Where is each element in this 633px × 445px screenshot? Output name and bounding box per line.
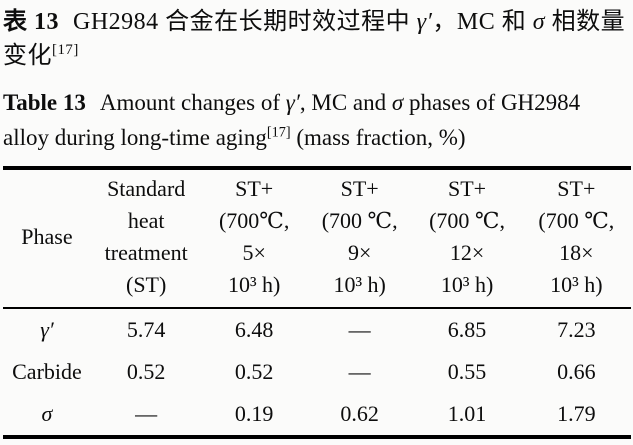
header-label: (ST) [126,272,167,297]
table-number-zh: 表 13 [3,9,59,35]
value-cell: — [135,401,158,426]
phases-table: Phase Standard heat treatment (ST) ST+ (… [3,166,631,439]
sigma-symbol: σ [391,90,404,115]
value-cell: 7.23 [557,317,596,342]
sigma-symbol: σ [41,401,53,426]
header-label: 10³ h) [333,272,386,297]
caption-zh-text-4: 变化 [3,43,52,69]
caption-en-text-5: (mass fraction, %) [290,125,466,150]
header-label: 12× [449,240,485,265]
value-cell: 0.19 [234,401,274,426]
header-label: 10³ h) [550,272,603,297]
value-cell: 5.74 [126,317,166,342]
gamma-prime-symbol: γ′ [285,90,300,115]
value-cell: — [348,317,371,342]
table-row-sigma: σ — 0.19 0.62 1.01 1.79 [3,393,631,437]
header-label: ST+ [235,176,274,201]
header-label: heat [127,208,165,233]
value-cell: 1.01 [447,401,487,426]
reference-17-en: [17] [266,124,291,141]
value-cell: 0.52 [126,359,166,384]
caption-en-text-2: , MC and [299,90,392,115]
value-cell: 1.79 [557,401,596,426]
caption-en-text-4: alloy during long-time aging [3,125,267,150]
value-cell: 6.48 [234,317,274,342]
header-label: 18× [559,240,594,265]
value-cell: 0.55 [447,359,487,384]
table-caption-zh: 表 13 GH2984 合金在长期时效过程中 γ′，MC 和 σ 相数量变化[17… [3,5,631,73]
header-label: treatment [104,240,188,265]
caption-zh-text-2: ，MC 和 [432,9,533,35]
gamma-prime-symbol: γ′ [416,9,433,35]
header-label: (700 ℃, [321,208,398,233]
header-label: ST+ [448,176,487,201]
value-cell: — [348,359,371,384]
table-number-en: Table 13 [3,90,86,115]
header-row: Phase Standard heat treatment (ST) ST+ (… [3,168,631,309]
sigma-symbol: σ [532,9,546,35]
value-cell: 6.85 [447,317,487,342]
value-cell: 0.52 [234,359,274,384]
header-label: 5× [242,240,266,265]
header-label: 10³ h) [440,272,494,297]
header-label: (700 ℃, [538,208,615,233]
header-cell-phase: Phase [3,168,91,309]
table-header: Phase Standard heat treatment (ST) ST+ (… [3,168,631,309]
header-cell-st-9000h: ST+ (700 ℃, 9× 10³ h) [306,168,413,309]
header-cell-st-12000h: ST+ (700 ℃, 12× 10³ h) [412,168,522,309]
caption-zh-text-3: 相数量 [545,9,626,35]
table-row-gamma-prime: γ′ 5.74 6.48 — 6.85 7.23 [3,308,631,351]
header-label: Phase [21,224,73,249]
caption-zh-text-1: GH2984 合金在长期时效过程中 [73,9,417,35]
header-cell-st-5000h: ST+ (700℃, 5× 10³ h) [201,168,307,309]
value-cell: 0.66 [557,359,596,384]
header-label: 10³ h) [227,272,281,297]
header-label: (700 ℃, [429,208,506,233]
caption-en-text-1: Amount changes of [99,90,286,115]
phase-cell: Carbide [12,359,82,384]
header-cell-standard-heat-treatment: Standard heat treatment (ST) [90,168,202,309]
table-caption-en: Table 13 Amount changes of γ′, MC and σ p… [3,85,631,155]
header-label: ST+ [340,176,379,201]
header-cell-st-18000h: ST+ (700 ℃, 18× 10³ h) [521,168,631,309]
phase-cell: σ [3,393,91,437]
table-row-carbide: Carbide 0.52 0.52 — 0.55 0.66 [3,351,631,393]
value-cell: 0.62 [340,401,379,426]
caption-en-text-3: phases of GH2984 [403,90,581,115]
header-label: 9× [347,240,372,265]
header-label: Standard [107,176,186,201]
table-body: γ′ 5.74 6.48 — 6.85 7.23 Carbide 0.52 0.… [3,308,631,437]
phase-cell: γ′ [3,308,91,351]
header-label: ST+ [557,176,596,201]
reference-17-zh: [17] [52,42,79,58]
gamma-prime-symbol: γ′ [40,317,54,342]
header-label: (700℃, [218,208,290,233]
